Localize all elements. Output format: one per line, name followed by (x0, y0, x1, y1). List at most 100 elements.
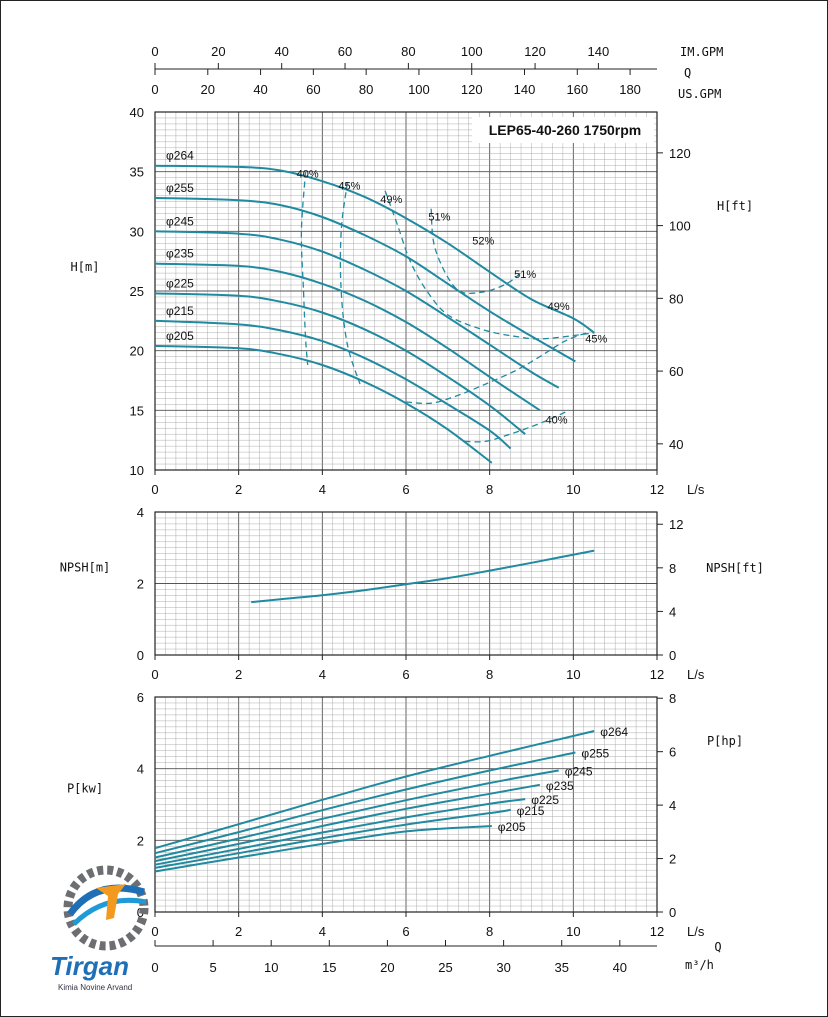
im-gpm-tick-label: 140 (588, 44, 610, 59)
diameter-label: φ225 (166, 276, 194, 290)
x-axis-unit: L/s (687, 924, 705, 939)
m3h-tick-label: 5 (209, 960, 216, 975)
q-label-bottom: Q (714, 940, 721, 954)
us-gpm-tick-label: 160 (566, 82, 588, 97)
im-gpm-tick-label: 20 (211, 44, 225, 59)
y-right-tick-label: 4 (669, 798, 676, 813)
diameter-label: φ225 (531, 793, 559, 807)
head-curve (154, 230, 560, 389)
power-curve (154, 751, 576, 855)
power-curve (154, 783, 541, 863)
diameter-label: φ235 (546, 779, 574, 793)
us-gpm-label: US.GPM (678, 87, 721, 101)
gear-icon (63, 865, 149, 951)
x-tick-label: 6 (402, 482, 409, 497)
efficiency-label: 51% (514, 269, 536, 281)
x-tick-label: 0 (151, 667, 158, 682)
efficiency-label: 49% (548, 301, 570, 313)
head-curve (154, 164, 595, 334)
y-tick-label: 4 (137, 505, 144, 520)
y-right-tick-label: 0 (669, 648, 676, 663)
efficiency-label: 40% (545, 415, 567, 427)
im-gpm-tick-label: 60 (338, 44, 352, 59)
panel-1: 0 2 4 6 8 10 12 L/s 10 15 20 25 30 35 40 H[m] 40 60 80 100 1… (71, 44, 754, 497)
y-tick-label: 0 (137, 648, 144, 663)
x-tick-label: 12 (650, 667, 664, 682)
efficiency-curve (339, 182, 361, 385)
y-right-tick-label: 12 (669, 517, 683, 532)
logo-name: Tirgan (50, 951, 129, 981)
y-right-axis-label: H[ft] (717, 199, 753, 213)
power-curve (154, 798, 526, 866)
efficiency-label: 52% (472, 236, 494, 248)
us-gpm-tick-label: 20 (201, 82, 215, 97)
im-gpm-tick-label: 40 (274, 44, 288, 59)
us-gpm-tick-label: 40 (253, 82, 267, 97)
diameter-label: φ245 (565, 764, 593, 778)
diameter-label: φ205 (498, 820, 526, 834)
panel-3: 0 2 4 6 8 10 12 L/s 0 2 4 6 P[kw] 0 2 4 6 8 P[hp] φ264 φ255 φ… (67, 690, 743, 975)
x-tick-label: 2 (235, 924, 242, 939)
y-tick-label: 10 (130, 463, 144, 478)
head-curve (154, 262, 541, 412)
y-right-tick-label: 8 (669, 561, 676, 576)
diameter-label: φ255 (581, 747, 609, 761)
y-tick-label: 4 (137, 762, 144, 777)
y-axis-label: NPSH[m] (60, 561, 111, 575)
us-gpm-tick-label: 120 (461, 82, 483, 97)
y-tick-label: 20 (130, 344, 144, 359)
head-curve (154, 344, 493, 464)
y-tick-label: 2 (137, 833, 144, 848)
m3h-tick-label: 40 (613, 960, 627, 975)
efficiency-label: 51% (428, 212, 450, 224)
panel-2: 0 2 4 6 8 10 12 L/s 0 2 4 NPSH[m] 0 4 8 12 NPSH[ft] (60, 505, 764, 682)
diameter-label: φ255 (166, 181, 194, 195)
logo-subtitle: Kimia Novine Arvand (58, 983, 133, 992)
us-gpm-tick-label: 80 (359, 82, 373, 97)
x-tick-label: 8 (486, 667, 493, 682)
diameter-label: φ235 (166, 247, 194, 261)
us-gpm-tick-label: 100 (408, 82, 430, 97)
m3h-tick-label: 10 (264, 960, 278, 975)
im-gpm-tick-label: 80 (401, 44, 415, 59)
im-gpm-label: IM.GPM (680, 45, 723, 59)
y-axis-label: H[m] (71, 260, 100, 274)
x-tick-label: 12 (650, 924, 664, 939)
x-tick-label: 10 (566, 924, 580, 939)
x-tick-label: 2 (235, 482, 242, 497)
im-gpm-tick-label: 100 (461, 44, 483, 59)
efficiency-label: 45% (585, 333, 607, 345)
efficiency-curve (300, 171, 309, 366)
m3h-tick-label: 15 (322, 960, 336, 975)
efficiency-label: 40% (297, 169, 319, 181)
head-curve (154, 319, 512, 450)
m3h-tick-label: 35 (554, 960, 568, 975)
diameter-label: φ245 (166, 214, 194, 228)
y-axis-label: P[kw] (67, 782, 103, 796)
x-tick-label: 12 (650, 482, 664, 497)
y-right-tick-label: 0 (669, 905, 676, 920)
chart-title: LEP65-40-260 1750rpm (489, 122, 642, 138)
x-tick-label: 0 (151, 482, 158, 497)
power-curve (154, 825, 492, 873)
x-tick-label: 8 (486, 482, 493, 497)
us-gpm-tick-label: 180 (619, 82, 641, 97)
m3h-tick-label: 30 (496, 960, 510, 975)
x-tick-label: 4 (319, 482, 326, 497)
efficiency-curve (464, 409, 570, 443)
diameter-label: φ215 (517, 804, 545, 818)
x-tick-label: 10 (566, 667, 580, 682)
y-tick-label: 6 (137, 690, 144, 705)
x-tick-label: 6 (402, 667, 409, 682)
m3h-label: m³/h (685, 958, 714, 972)
head-curve (154, 196, 576, 363)
im-gpm-tick-label: 120 (524, 44, 546, 59)
m3h-tick-label: 0 (151, 960, 158, 975)
title-box (472, 117, 654, 143)
us-gpm-tick-label: 0 (151, 82, 158, 97)
q-label-top: Q (684, 66, 691, 80)
us-gpm-tick-label: 60 (306, 82, 320, 97)
x-tick-label: 0 (151, 924, 158, 939)
x-axis-unit: L/s (687, 667, 705, 682)
